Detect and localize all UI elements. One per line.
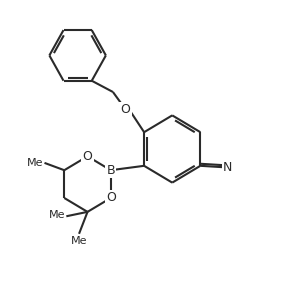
- Text: B: B: [107, 164, 115, 177]
- Text: O: O: [121, 103, 130, 116]
- Text: Me: Me: [48, 210, 65, 220]
- Text: Me: Me: [71, 236, 87, 246]
- Text: O: O: [106, 192, 116, 204]
- Text: Me: Me: [26, 158, 43, 168]
- Text: O: O: [83, 150, 92, 163]
- Text: N: N: [223, 161, 232, 174]
